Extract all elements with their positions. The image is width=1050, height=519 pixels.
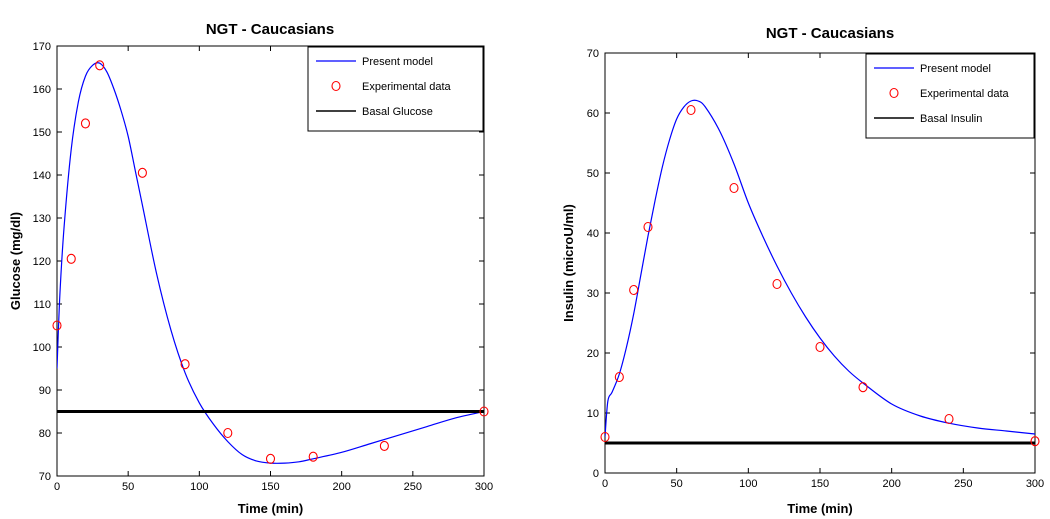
- y-tick-label: 70: [587, 48, 599, 60]
- experimental-point: [643, 221, 653, 233]
- legend-entry-label: Present model: [362, 56, 433, 68]
- y-tick-label: 140: [33, 170, 51, 182]
- chart-title: NGT - Caucasians: [206, 21, 334, 38]
- y-tick-label: 90: [39, 385, 51, 397]
- y-tick-label: 20: [587, 348, 599, 360]
- y-tick-label: 60: [587, 108, 599, 120]
- x-axis-label: Time (min): [238, 501, 304, 516]
- y-tick-label: 160: [33, 84, 51, 96]
- experimental-point: [772, 278, 782, 290]
- y-tick-label: 0: [593, 468, 599, 480]
- x-tick-label: 150: [261, 481, 279, 493]
- x-tick-label: 150: [811, 478, 829, 490]
- y-tick-label: 70: [39, 471, 51, 483]
- experimental-point: [66, 253, 76, 264]
- legend-entry-label: Basal Insulin: [920, 113, 982, 125]
- experimental-point: [137, 167, 147, 178]
- legend-swatch-experimental: [331, 80, 341, 92]
- y-tick-label: 50: [587, 168, 599, 180]
- experimental-point: [223, 427, 233, 439]
- legend: Present model Experimental data Basal Insu…: [865, 53, 1035, 139]
- y-axis-label: Insulin (microU/ml): [561, 204, 576, 322]
- experimental-point: [858, 382, 868, 393]
- y-tick-label: 80: [39, 428, 51, 440]
- y-tick-label: 30: [587, 288, 599, 300]
- legend-entry-label: Experimental data: [920, 88, 1010, 100]
- experimental-point: [479, 406, 489, 417]
- experimental-point: [614, 371, 624, 383]
- series-group: [605, 99, 1035, 445]
- y-tick-label: 110: [33, 299, 51, 311]
- experimental-point: [1030, 436, 1040, 447]
- experimental-point: [308, 451, 318, 462]
- x-tick-label: 50: [122, 481, 134, 493]
- experimental-point: [629, 284, 639, 296]
- y-axis-label: Glucose (mg/dl): [8, 212, 23, 310]
- y-tick-label: 100: [33, 342, 51, 354]
- legend-entry-label: Experimental data: [362, 81, 452, 93]
- y-tick-label: 150: [33, 127, 51, 139]
- series-group: [57, 62, 484, 464]
- model-curve: [57, 62, 484, 464]
- experimental-point: [729, 182, 739, 194]
- x-tick-label: 250: [404, 481, 422, 493]
- experimental-point: [95, 60, 105, 71]
- x-tick-label: 0: [54, 481, 60, 493]
- experimental-point: [686, 104, 696, 116]
- x-tick-label: 300: [475, 481, 493, 493]
- glucose-chart: 0 50 100 150 200 250 300 70 80 90 100 110 120 130 140 1…: [8, 21, 493, 516]
- legend-entry-label: Present model: [920, 63, 991, 75]
- legend: Present model Experimental data Basal Gluc…: [307, 46, 484, 132]
- legend-swatch-experimental: [889, 87, 899, 99]
- x-tick-label: 200: [882, 478, 900, 490]
- y-tick-label: 170: [33, 41, 51, 53]
- experimental-point: [80, 118, 91, 129]
- x-axis-label: Time (min): [787, 501, 853, 516]
- experimental-point: [265, 453, 276, 464]
- chart-title: NGT - Caucasians: [766, 25, 894, 42]
- experimental-point: [600, 431, 610, 443]
- x-tick-label: 0: [602, 478, 608, 490]
- model-curve: [605, 99, 1035, 438]
- x-tick-label: 100: [190, 481, 208, 493]
- y-tick-label: 10: [587, 408, 599, 420]
- experimental-point: [180, 359, 190, 370]
- legend-entry-label: Basal Glucose: [362, 106, 433, 118]
- y-tick-label: 120: [33, 256, 51, 268]
- experimental-point: [815, 341, 825, 353]
- experimental-point: [52, 320, 62, 331]
- y-tick-label: 130: [33, 213, 51, 225]
- x-tick-label: 250: [954, 478, 972, 490]
- insulin-chart: 0 50 100 150 200 250 300 0 10 20 30 40 50 60 70 NGT - C…: [561, 25, 1044, 516]
- experimental-point: [944, 413, 954, 425]
- y-tick-label: 40: [587, 228, 599, 240]
- experimental-point: [379, 440, 389, 451]
- x-tick-label: 300: [1026, 478, 1044, 490]
- x-tick-label: 100: [739, 478, 757, 490]
- x-tick-label: 200: [332, 481, 350, 493]
- x-tick-label: 50: [671, 478, 683, 490]
